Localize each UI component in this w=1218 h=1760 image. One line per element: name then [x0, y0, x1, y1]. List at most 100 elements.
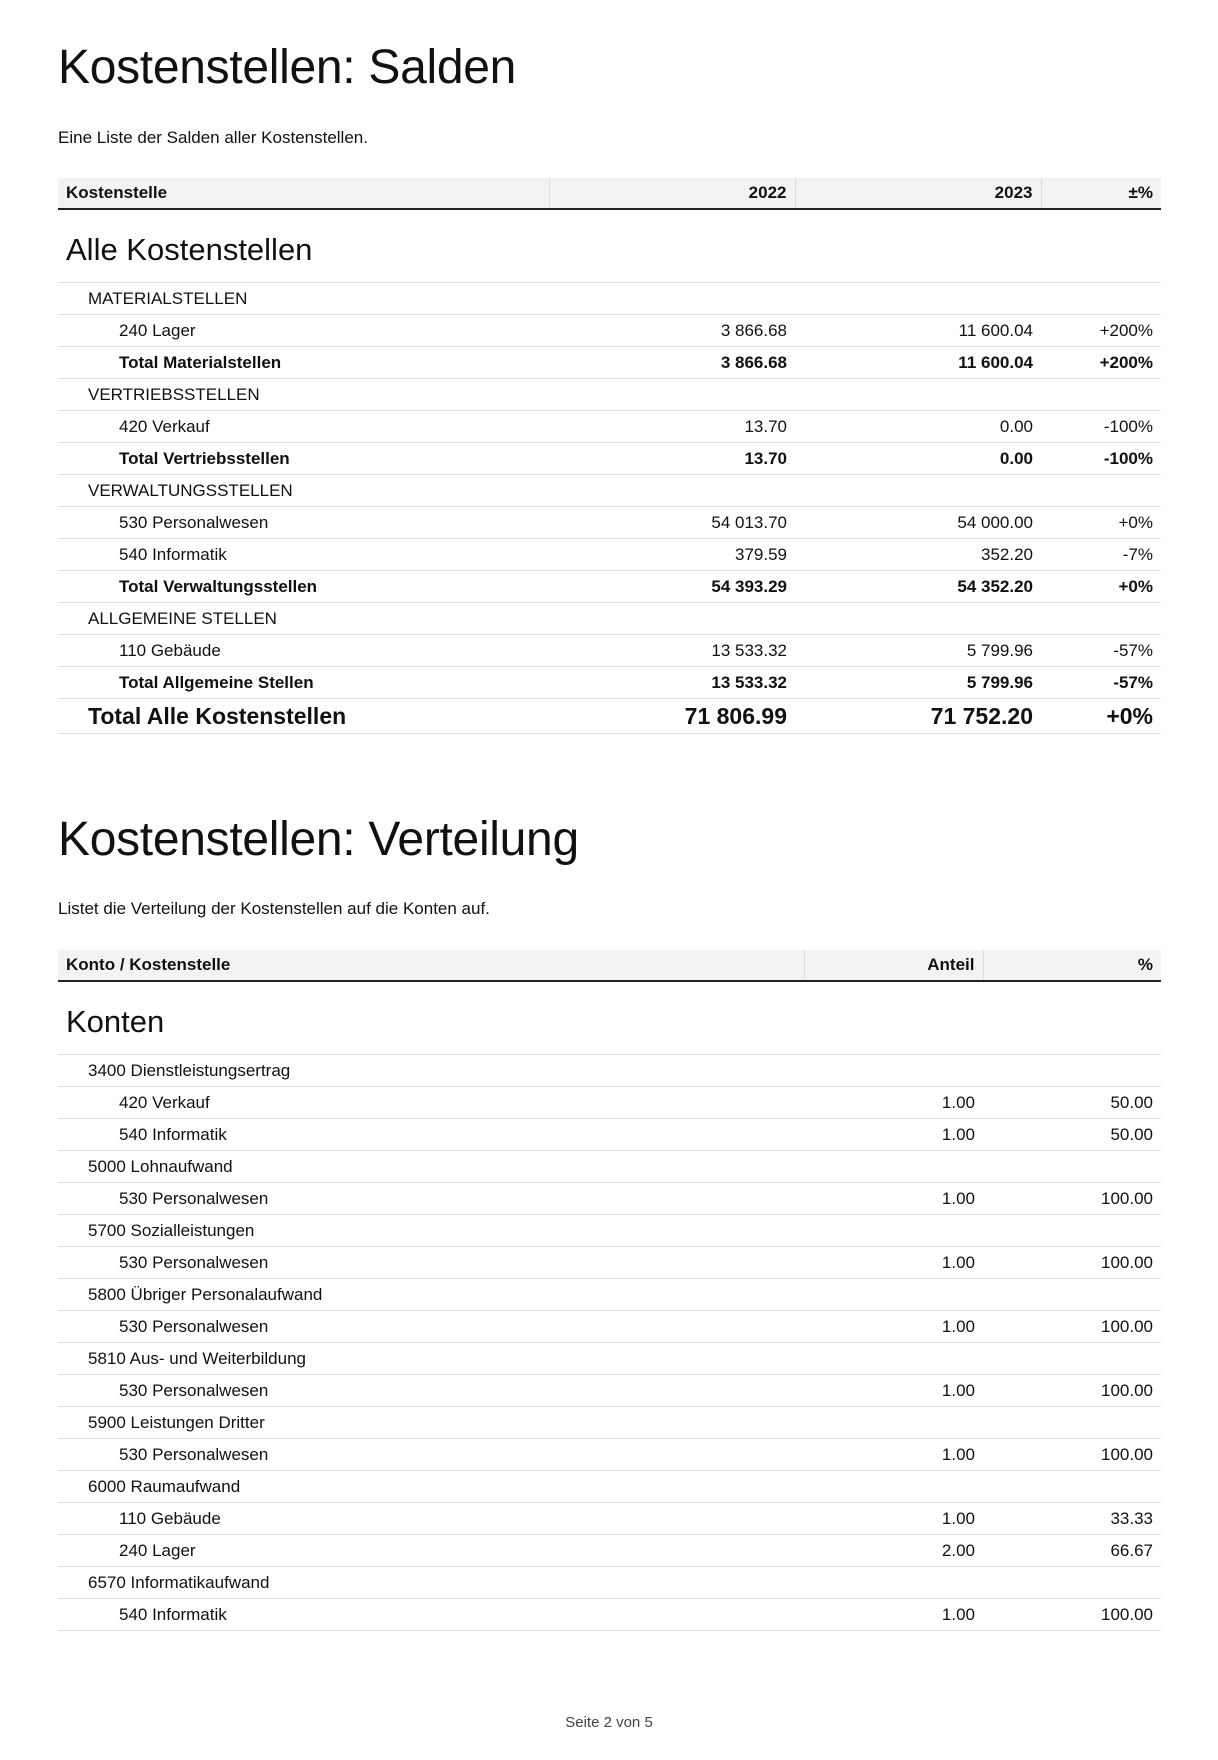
table-row: 240 Lager 2.00 66.67 — [58, 1534, 1161, 1567]
table-cell — [804, 1470, 983, 1503]
column-header: Kostenstelle — [58, 178, 549, 210]
table-cell: 54 000.00 — [795, 506, 1041, 539]
table-cell — [1041, 282, 1161, 315]
table-cell: 110 Gebäude — [58, 634, 549, 667]
table-cell: 66.67 — [983, 1534, 1161, 1567]
table-row: 530 Personalwesen 1.00 100.00 — [58, 1438, 1161, 1471]
table-cell — [549, 282, 795, 315]
table-cell: 530 Personalwesen — [58, 1310, 804, 1343]
table-cell: VERTRIEBSSTELLEN — [58, 378, 549, 411]
table-row: 530 Personalwesen 1.00 100.00 — [58, 1374, 1161, 1407]
total-row: Total Verwaltungsstellen 54 393.29 54 352.… — [58, 570, 1161, 603]
table-row: 540 Informatik 379.59 352.20 -7% — [58, 538, 1161, 571]
table-cell: -100% — [1041, 442, 1161, 475]
table-cell — [983, 1470, 1161, 1503]
table-cell: 1.00 — [804, 1374, 983, 1407]
table-cell: 540 Informatik — [58, 1118, 804, 1151]
table-cell: Total Alle Kostenstellen — [58, 698, 549, 734]
table-row: 540 Informatik 1.00 50.00 — [58, 1118, 1161, 1151]
table-cell — [1041, 474, 1161, 507]
table-cell: 540 Informatik — [58, 538, 549, 571]
group-row: 6570 Informatikaufwand — [58, 1566, 1161, 1599]
table-cell: 100.00 — [983, 1246, 1161, 1279]
table-cell — [983, 1214, 1161, 1247]
column-header: Anteil — [803, 950, 983, 982]
group-row: 6000 Raumaufwand — [58, 1470, 1161, 1503]
table-cell: 54 352.20 — [795, 570, 1041, 603]
table-cell — [983, 1054, 1161, 1087]
table-cell: 1.00 — [804, 1086, 983, 1119]
table-cell: 13 533.32 — [549, 666, 795, 699]
group-row: VERWALTUNGSSTELLEN — [58, 474, 1161, 507]
column-header: 2022 — [548, 178, 795, 210]
group-row: ALLGEMEINE STELLEN — [58, 602, 1161, 635]
table-cell: 540 Informatik — [58, 1598, 804, 1631]
table-cell: 240 Lager — [58, 314, 549, 347]
section-heading: Konten — [66, 1004, 165, 1039]
table-cell: MATERIALSTELLEN — [58, 282, 549, 315]
table-cell: 2.00 — [804, 1534, 983, 1567]
group-row: 5800 Übriger Personalaufwand — [58, 1278, 1161, 1311]
table-cell: +0% — [1041, 570, 1161, 603]
table-cell: 54 013.70 — [549, 506, 795, 539]
salden-title: Kostenstellen: Salden — [58, 41, 517, 94]
table-cell: 100.00 — [983, 1598, 1161, 1631]
table-cell: 50.00 — [983, 1086, 1161, 1119]
table-row: 110 Gebäude 1.00 33.33 — [58, 1502, 1161, 1535]
table-row: 530 Personalwesen 54 013.70 54 000.00 +0% — [58, 506, 1161, 539]
table-cell: 6570 Informatikaufwand — [58, 1566, 804, 1599]
table-cell: 1.00 — [804, 1246, 983, 1279]
group-row: 5000 Lohnaufwand — [58, 1150, 1161, 1183]
table-cell: 5000 Lohnaufwand — [58, 1150, 804, 1183]
table-cell — [804, 1150, 983, 1183]
table-cell — [804, 1278, 983, 1311]
table-header: Kostenstelle 2022 2023 ±% — [58, 178, 1161, 210]
table-cell: 530 Personalwesen — [58, 506, 549, 539]
table-cell: 420 Verkauf — [58, 410, 549, 443]
table-cell: 71 752.20 — [795, 698, 1041, 734]
table-cell — [983, 1150, 1161, 1183]
table-cell — [549, 474, 795, 507]
table-cell — [549, 378, 795, 411]
table-cell: 3 866.68 — [549, 346, 795, 379]
group-row: 5900 Leistungen Dritter — [58, 1406, 1161, 1439]
table-cell — [795, 378, 1041, 411]
table-cell: 3400 Dienstleistungsertrag — [58, 1054, 804, 1087]
table-row: 530 Personalwesen 1.00 100.00 — [58, 1310, 1161, 1343]
table-cell: 54 393.29 — [549, 570, 795, 603]
table-cell — [1041, 602, 1161, 635]
group-row: VERTRIEBSSTELLEN — [58, 378, 1161, 411]
table-cell: 530 Personalwesen — [58, 1246, 804, 1279]
column-header: % — [982, 950, 1161, 982]
verteilung-table: Konto / Kostenstelle Anteil% Konten 3400 Di… — [58, 950, 1161, 1631]
table-cell: ALLGEMEINE STELLEN — [58, 602, 549, 635]
table-cell: Total Allgemeine Stellen — [58, 666, 549, 699]
table-cell — [804, 1342, 983, 1375]
verteilung-description: Listet die Verteilung der Kostenstellen … — [58, 899, 490, 918]
table-row: 110 Gebäude 13 533.32 5 799.96 -57% — [58, 634, 1161, 667]
table-cell: 5800 Übriger Personalaufwand — [58, 1278, 804, 1311]
table-row: 240 Lager 3 866.68 11 600.04 +200% — [58, 314, 1161, 347]
table-cell: 1.00 — [804, 1118, 983, 1151]
table-cell: 5 799.96 — [795, 666, 1041, 699]
table-cell: 11 600.04 — [795, 346, 1041, 379]
total-row: Total Allgemeine Stellen 13 533.32 5 799.9… — [58, 666, 1161, 699]
column-header: Konto / Kostenstelle — [58, 950, 804, 982]
table-cell: 71 806.99 — [549, 698, 795, 734]
table-cell: 530 Personalwesen — [58, 1182, 804, 1215]
table-cell: VERWALTUNGSSTELLEN — [58, 474, 549, 507]
table-cell: +0% — [1041, 506, 1161, 539]
table-cell: 1.00 — [804, 1310, 983, 1343]
table-cell: 1.00 — [804, 1502, 983, 1535]
verteilung-title: Kostenstellen: Verteilung — [58, 813, 579, 866]
table-cell: 100.00 — [983, 1310, 1161, 1343]
table-cell: 13 533.32 — [549, 634, 795, 667]
table-cell — [549, 602, 795, 635]
table-cell: +200% — [1041, 314, 1161, 347]
table-cell: 530 Personalwesen — [58, 1374, 804, 1407]
table-row: 530 Personalwesen 1.00 100.00 — [58, 1246, 1161, 1279]
salden-description: Eine Liste der Salden aller Kostenstelle… — [58, 128, 368, 147]
table-cell: 0.00 — [795, 442, 1041, 475]
table-cell — [983, 1342, 1161, 1375]
table-cell: -7% — [1041, 538, 1161, 571]
